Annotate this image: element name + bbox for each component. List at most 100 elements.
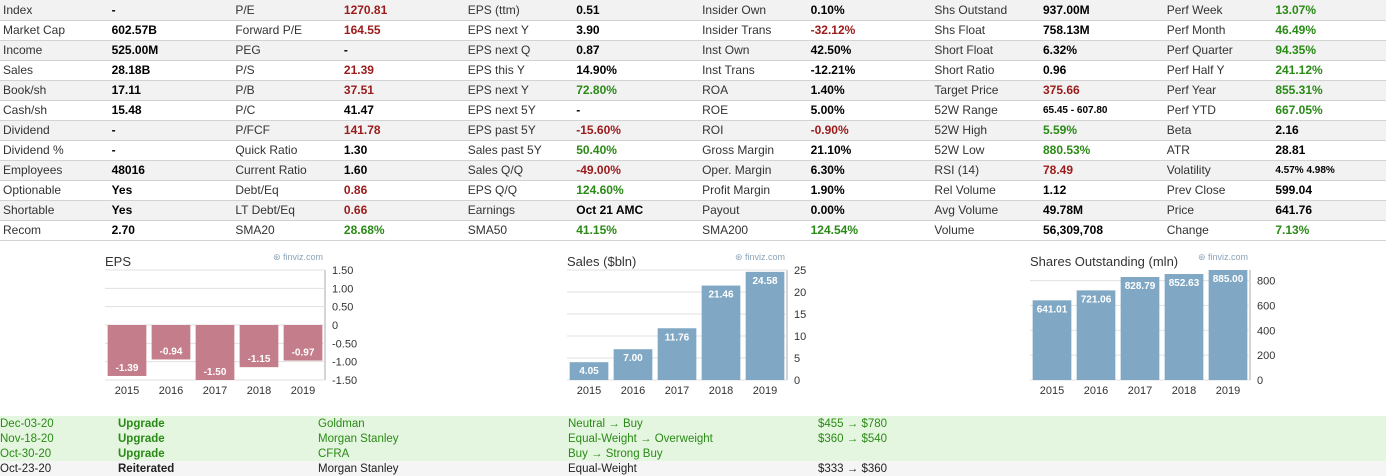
data-label: 4.05 <box>579 366 599 377</box>
metric-label[interactable]: Sales past 5Y <box>464 140 574 161</box>
metric-value: -15.60% <box>573 120 700 141</box>
metric-label[interactable]: Earnings <box>464 200 574 221</box>
rating-firm: Morgan Stanley <box>318 461 568 476</box>
metric-label[interactable]: Dividend <box>0 120 109 141</box>
metric-label[interactable]: EPS this Y <box>464 60 574 81</box>
metric-label[interactable]: Optionable <box>0 180 109 201</box>
metric-label[interactable]: P/E <box>232 0 341 21</box>
metric-label[interactable]: LT Debt/Eq <box>232 200 341 221</box>
metric-label[interactable]: Avg Volume <box>931 200 1040 221</box>
metric-label[interactable]: Perf YTD <box>1163 100 1273 121</box>
metric-label[interactable]: Sales <box>0 60 109 81</box>
metric-label[interactable]: Insider Own <box>699 0 808 21</box>
metric-label[interactable]: Volatility <box>1163 160 1273 181</box>
metric-label[interactable]: Index <box>0 0 109 21</box>
finviz-watermark[interactable]: ⊛ finviz.com <box>1198 252 1248 262</box>
metric-label[interactable]: Employees <box>0 160 109 181</box>
bar <box>1076 290 1116 380</box>
chart-title: Sales ($bln) <box>567 254 636 269</box>
metric-label[interactable]: Insider Trans <box>699 20 808 41</box>
finviz-watermark[interactable]: ⊛ finviz.com <box>273 252 323 262</box>
metric-label[interactable]: Perf Week <box>1163 0 1273 21</box>
metric-label[interactable]: Income <box>0 40 109 61</box>
metric-label[interactable]: Short Float <box>931 40 1040 61</box>
metric-label[interactable]: Shortable <box>0 200 109 221</box>
metric-label[interactable]: Profit Margin <box>699 180 808 201</box>
rating-rating: Neutral → Buy <box>568 416 818 431</box>
metric-label[interactable]: Inst Own <box>699 40 808 61</box>
metric-label[interactable]: Volume <box>931 220 1040 241</box>
metric-label[interactable]: EPS Q/Q <box>464 180 574 201</box>
metric-value: 21.10% <box>807 140 932 161</box>
metric-label[interactable]: Perf Year <box>1163 80 1273 101</box>
metric-label[interactable]: Market Cap <box>0 20 109 41</box>
metric-value: 0.96 <box>1039 60 1164 81</box>
metric-label[interactable]: SMA200 <box>699 220 808 241</box>
metric-label[interactable]: Forward P/E <box>232 20 341 41</box>
metric-label[interactable]: ROE <box>699 100 808 121</box>
snapshot-row: Index - P/E 1270.81 EPS (ttm) 0.51 Insider Own… <box>0 0 1386 21</box>
x-tick-label: 2018 <box>1172 385 1196 397</box>
metric-label[interactable]: ATR <box>1163 140 1273 161</box>
metric-label[interactable]: EPS next Y <box>464 80 574 101</box>
metric-label[interactable]: Short Ratio <box>931 60 1040 81</box>
metric-value: Oct 21 AMC <box>573 200 700 221</box>
metric-label[interactable]: Cash/sh <box>0 100 109 121</box>
metric-label[interactable]: Target Price <box>931 80 1040 101</box>
metric-value: - <box>108 0 233 21</box>
metric-label[interactable]: P/C <box>232 100 341 121</box>
metric-label[interactable]: EPS (ttm) <box>464 0 574 21</box>
snapshot-row: Shortable Yes LT Debt/Eq 0.66 Earnings Oct 21… <box>0 200 1386 221</box>
metric-value: 28.81 <box>1272 140 1386 161</box>
metric-label[interactable]: Change <box>1163 220 1273 241</box>
metric-value: -12.21% <box>807 60 932 81</box>
x-tick-label: 2015 <box>577 385 601 397</box>
metric-label[interactable]: Rel Volume <box>931 180 1040 201</box>
metric-label[interactable]: Current Ratio <box>232 160 341 181</box>
metric-label[interactable]: Quick Ratio <box>232 140 341 161</box>
metric-value: -32.12% <box>807 20 932 41</box>
metric-label[interactable]: Payout <box>699 200 808 221</box>
bar <box>107 325 147 376</box>
metric-label[interactable]: Recom <box>0 220 109 241</box>
metric-label[interactable]: PEG <box>232 40 341 61</box>
metric-label[interactable]: SMA50 <box>464 220 574 241</box>
metric-label[interactable]: Dividend % <box>0 140 109 161</box>
metric-label[interactable]: ROA <box>699 80 808 101</box>
metric-label[interactable]: Inst Trans <box>699 60 808 81</box>
bar <box>657 328 697 380</box>
metric-label[interactable]: Beta <box>1163 120 1273 141</box>
metric-label[interactable]: Oper. Margin <box>699 160 808 181</box>
metric-label[interactable]: Sales Q/Q <box>464 160 574 181</box>
metric-label[interactable]: Perf Month <box>1163 20 1273 41</box>
rating-action: Upgrade <box>118 431 318 446</box>
metric-label[interactable]: Price <box>1163 200 1273 221</box>
finviz-watermark[interactable]: ⊛ finviz.com <box>735 252 785 262</box>
metric-label[interactable]: EPS next Y <box>464 20 574 41</box>
metric-label[interactable]: EPS next 5Y <box>464 100 574 121</box>
metric-label[interactable]: P/FCF <box>232 120 341 141</box>
metric-label[interactable]: P/S <box>232 60 341 81</box>
metric-label[interactable]: Perf Quarter <box>1163 40 1273 61</box>
metric-label[interactable]: 52W High <box>931 120 1040 141</box>
metric-label[interactable]: Prev Close <box>1163 180 1273 201</box>
metric-label[interactable]: Perf Half Y <box>1163 60 1273 81</box>
bar <box>151 325 191 360</box>
metric-label[interactable]: P/B <box>232 80 341 101</box>
metric-label[interactable]: RSI (14) <box>931 160 1040 181</box>
metric-label[interactable]: SMA20 <box>232 220 341 241</box>
metric-label[interactable]: ROI <box>699 120 808 141</box>
data-label: -1.50 <box>204 367 227 378</box>
metric-label[interactable]: Shs Float <box>931 20 1040 41</box>
x-tick-label: 2019 <box>1216 385 1240 397</box>
metric-label[interactable]: EPS next Q <box>464 40 574 61</box>
metric-label[interactable]: 52W Low <box>931 140 1040 161</box>
metric-label[interactable]: 52W Range <box>931 100 1040 121</box>
metric-value: 124.54% <box>807 220 932 241</box>
metric-label[interactable]: EPS past 5Y <box>464 120 574 141</box>
rating-rating: Equal-Weight <box>568 461 818 476</box>
metric-label[interactable]: Book/sh <box>0 80 109 101</box>
metric-label[interactable]: Debt/Eq <box>232 180 341 201</box>
metric-label[interactable]: Shs Outstand <box>931 0 1040 21</box>
metric-label[interactable]: Gross Margin <box>699 140 808 161</box>
